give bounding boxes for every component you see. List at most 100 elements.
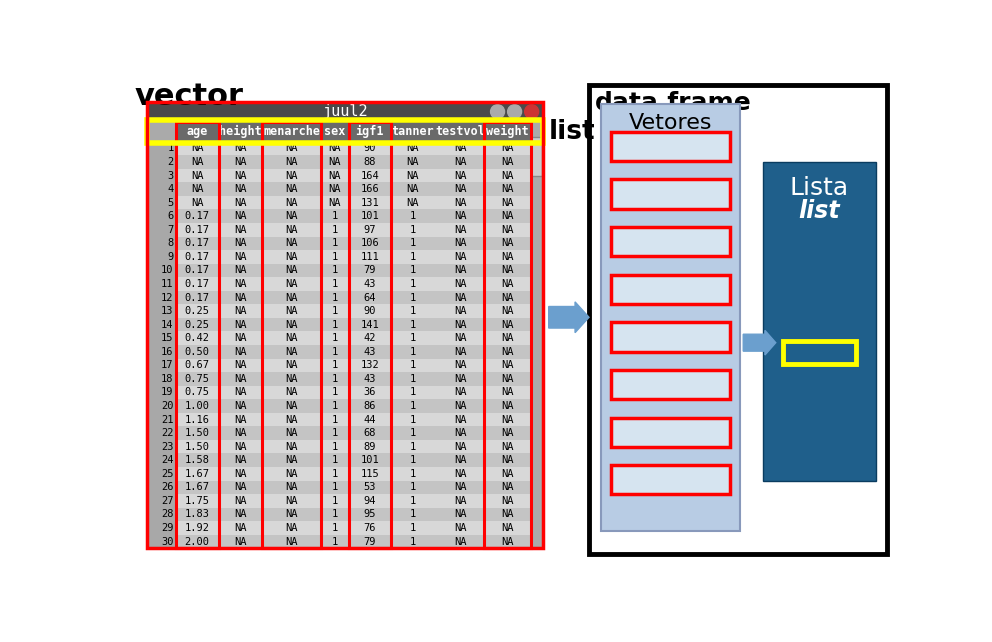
Text: NA: NA [191,198,203,208]
Text: 1.92: 1.92 [185,523,209,533]
Text: NA: NA [501,469,514,479]
Text: NA: NA [501,265,514,275]
Text: NA: NA [234,509,247,519]
Text: 1.67: 1.67 [185,482,209,492]
Text: 1: 1 [331,455,338,465]
Text: 0.75: 0.75 [185,374,209,384]
Text: 95: 95 [364,509,376,519]
Text: NA: NA [407,171,420,180]
Text: testvol: testvol [642,423,698,441]
FancyBboxPatch shape [147,237,177,250]
Text: 106: 106 [360,238,379,248]
Text: 1.83: 1.83 [185,509,209,519]
FancyBboxPatch shape [147,169,177,182]
Text: 0.17: 0.17 [185,252,209,262]
Text: NA: NA [501,347,514,357]
Text: 0.17: 0.17 [185,238,209,248]
FancyBboxPatch shape [147,345,177,358]
Text: 68: 68 [364,428,376,438]
FancyBboxPatch shape [147,453,177,467]
FancyBboxPatch shape [147,494,177,508]
Text: 1: 1 [331,496,338,506]
Text: NA: NA [191,184,203,194]
FancyBboxPatch shape [611,465,730,494]
Text: 164: 164 [360,171,379,180]
Text: 1: 1 [410,225,416,235]
Text: NA: NA [454,442,466,451]
Text: NA: NA [234,469,247,479]
Text: NA: NA [501,306,514,316]
Text: 1: 1 [410,523,416,533]
Text: 1: 1 [331,347,338,357]
FancyBboxPatch shape [147,426,530,440]
Text: NA: NA [501,184,514,194]
Text: 42: 42 [364,333,376,343]
Text: 21: 21 [161,415,174,424]
Text: NA: NA [454,157,466,167]
FancyBboxPatch shape [611,370,730,399]
FancyBboxPatch shape [147,508,530,521]
Text: NA: NA [501,442,514,451]
Text: 20: 20 [161,401,174,411]
Text: NA: NA [234,387,247,397]
Text: NA: NA [454,469,466,479]
Circle shape [508,105,522,119]
Text: NA: NA [234,184,247,194]
Text: NA: NA [501,455,514,465]
Text: 0.17: 0.17 [185,225,209,235]
FancyBboxPatch shape [147,182,530,196]
Text: NA: NA [286,198,298,208]
Text: 14: 14 [161,320,174,330]
FancyBboxPatch shape [600,104,740,532]
Text: NA: NA [501,360,514,370]
Text: 76: 76 [364,523,376,533]
Text: 8: 8 [168,238,174,248]
Text: NA: NA [234,293,247,302]
Text: 0.67: 0.67 [185,360,209,370]
Text: NA: NA [234,537,247,546]
Text: 1: 1 [410,279,416,289]
Text: NA: NA [454,293,466,302]
Text: 1: 1 [331,482,338,492]
Text: NA: NA [328,171,341,180]
FancyBboxPatch shape [147,453,530,467]
FancyBboxPatch shape [147,358,177,372]
Text: NA: NA [501,320,514,330]
Text: NA: NA [454,537,466,546]
FancyBboxPatch shape [147,209,530,223]
Text: NA: NA [234,428,247,438]
Text: NA: NA [501,171,514,180]
Text: 1: 1 [410,293,416,302]
FancyBboxPatch shape [147,413,530,426]
FancyBboxPatch shape [147,264,177,277]
Text: 89: 89 [364,442,376,451]
FancyBboxPatch shape [147,250,177,264]
Text: 1: 1 [331,211,338,221]
Text: 13: 13 [161,306,174,316]
Text: 5: 5 [168,198,174,208]
Text: NA: NA [454,347,466,357]
Text: NA: NA [454,374,466,384]
Text: NA: NA [234,401,247,411]
Text: 1: 1 [331,442,338,451]
Text: sex: sex [324,125,345,138]
Text: 1: 1 [410,482,416,492]
Text: 132: 132 [360,360,379,370]
FancyBboxPatch shape [147,358,530,372]
FancyBboxPatch shape [147,467,530,480]
Text: NA: NA [286,360,298,370]
Text: 1: 1 [331,333,338,343]
Text: NA: NA [286,387,298,397]
Text: NA: NA [501,374,514,384]
FancyBboxPatch shape [147,480,530,494]
Text: NA: NA [501,211,514,221]
Text: NA: NA [454,306,466,316]
Text: NA: NA [286,428,298,438]
FancyBboxPatch shape [147,440,530,453]
Text: 1: 1 [410,455,416,465]
FancyBboxPatch shape [147,155,177,169]
Text: NA: NA [501,523,514,533]
Text: list: list [799,199,840,223]
Text: 1: 1 [410,496,416,506]
Text: 19: 19 [161,387,174,397]
